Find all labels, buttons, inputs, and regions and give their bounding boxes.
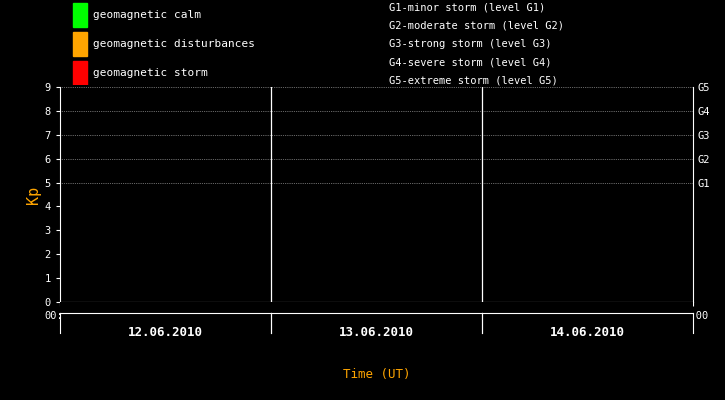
Text: 14.06.2010: 14.06.2010 <box>550 326 625 339</box>
Text: 12.06.2010: 12.06.2010 <box>128 326 203 339</box>
Bar <box>72 32 86 56</box>
Text: geomagnetic calm: geomagnetic calm <box>93 10 201 20</box>
Text: geomagnetic storm: geomagnetic storm <box>93 68 207 78</box>
Text: G3-strong storm (level G3): G3-strong storm (level G3) <box>389 39 552 49</box>
Text: geomagnetic disturbances: geomagnetic disturbances <box>93 39 255 49</box>
Y-axis label: Kp: Kp <box>25 185 41 204</box>
Bar <box>72 3 86 27</box>
Text: Time (UT): Time (UT) <box>343 368 410 381</box>
Bar <box>72 61 86 85</box>
Text: G4-severe storm (level G4): G4-severe storm (level G4) <box>389 57 552 67</box>
Text: 13.06.2010: 13.06.2010 <box>339 326 414 339</box>
Text: G5-extreme storm (level G5): G5-extreme storm (level G5) <box>389 76 558 86</box>
Text: G2-moderate storm (level G2): G2-moderate storm (level G2) <box>389 21 564 31</box>
Text: G1-minor storm (level G1): G1-minor storm (level G1) <box>389 2 545 12</box>
